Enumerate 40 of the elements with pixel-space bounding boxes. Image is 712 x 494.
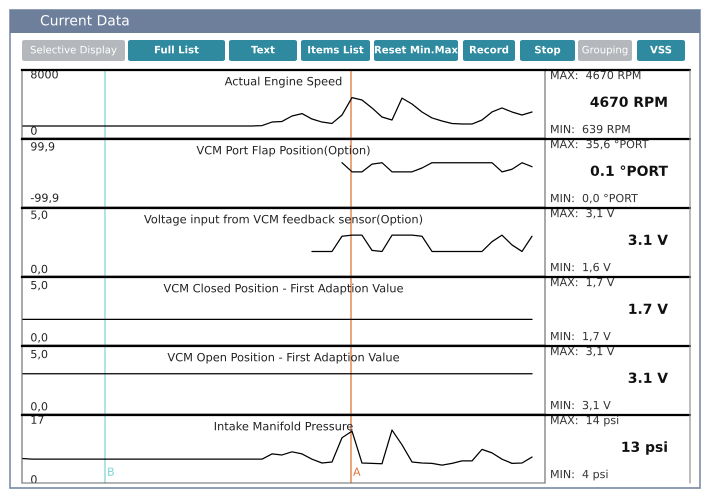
text: Current Data — [40, 15, 128, 26]
text: MIN: 3,1 V — [551, 400, 611, 410]
text: Grouping — [582, 46, 628, 56]
y-tick-label: 5,0 — [31, 210, 48, 220]
text: 4670 RPM — [590, 96, 667, 108]
text: 3.1 V — [628, 234, 668, 246]
text: Full List — [154, 46, 199, 54]
text: MAX: 4670 RPM — [551, 70, 640, 80]
y-tick-label: 5,0 — [31, 280, 48, 290]
text: MAX: 1,7 V — [551, 278, 614, 288]
text: MAX: 3,1 V — [551, 346, 614, 356]
y-tick-label: 5,0 — [31, 350, 48, 360]
text: 13 psi — [622, 441, 667, 455]
annotation: A — [353, 468, 361, 476]
text: Stop — [535, 46, 560, 56]
text: Reset Min.Max — [374, 46, 458, 54]
y-tick-label: 0,0 — [31, 264, 48, 274]
y-tick-label: 99,9 — [31, 142, 54, 152]
text: 0.1 °PORT — [590, 165, 668, 176]
text: MAX: 14 psi — [551, 416, 618, 426]
text: MAX: 35,6 °PORT — [551, 140, 649, 150]
y-tick-label: 0 — [31, 126, 37, 135]
text: Record — [470, 46, 508, 54]
y-tick-label: -99,9 — [30, 193, 58, 203]
annotation: B — [108, 468, 114, 476]
y-tick-label: 0,0 — [31, 333, 48, 343]
text: Selective Display — [30, 46, 117, 56]
text: Text — [251, 46, 275, 54]
y-tick-label: 0,0 — [31, 402, 48, 412]
text: Items List — [308, 46, 364, 54]
text: MIN: 1,6 V — [551, 262, 611, 272]
text: MAX: 3,1 V — [551, 208, 614, 218]
text: VSS — [650, 46, 672, 54]
text: 1.7 V — [629, 304, 668, 314]
text: MIN: 1,7 V — [551, 332, 611, 342]
text: 3.1 V — [628, 372, 668, 384]
text: Actual Engine Speed — [224, 76, 342, 88]
text: MIN: 639 RPM — [551, 124, 630, 134]
text: MIN: 0,0 °PORT — [551, 194, 638, 204]
text: MIN: 4 psi — [551, 470, 608, 480]
